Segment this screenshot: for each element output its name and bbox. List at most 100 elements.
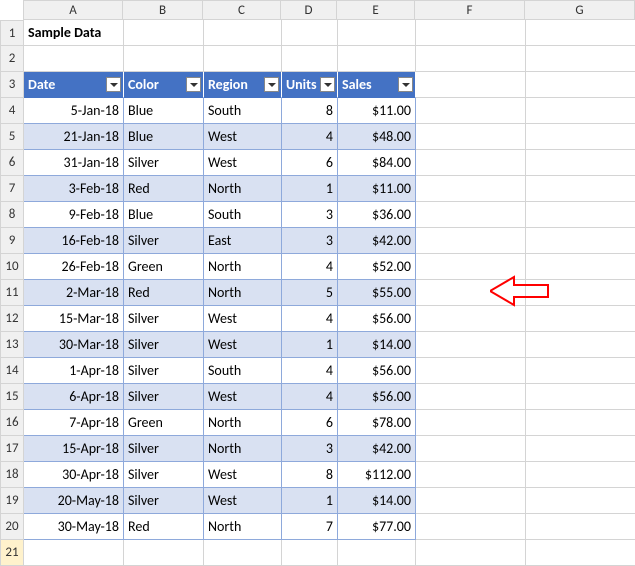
cell[interactable] — [526, 72, 635, 98]
table-cell[interactable]: West — [204, 462, 282, 488]
row-header[interactable]: 2 — [0, 46, 24, 72]
table-cell[interactable]: 1 — [282, 488, 338, 514]
cell[interactable] — [282, 540, 338, 566]
table-cell[interactable]: 5 — [282, 280, 338, 306]
row-header[interactable]: 5 — [0, 124, 24, 150]
table-cell[interactable]: $56.00 — [338, 306, 416, 332]
table-cell[interactable]: Red — [124, 280, 204, 306]
table-cell[interactable]: Silver — [124, 306, 204, 332]
row-header[interactable]: 18 — [0, 462, 24, 488]
row-header[interactable]: 6 — [0, 150, 24, 176]
table-cell[interactable]: 15-Mar-18 — [24, 306, 124, 332]
cell[interactable] — [416, 124, 526, 150]
table-cell[interactable]: Silver — [124, 332, 204, 358]
cell[interactable] — [526, 410, 635, 436]
table-cell[interactable]: East — [204, 228, 282, 254]
table-cell[interactable]: $36.00 — [338, 202, 416, 228]
table-cell[interactable]: $84.00 — [338, 150, 416, 176]
table-cell[interactable]: 1-Apr-18 — [24, 358, 124, 384]
cell[interactable] — [416, 306, 526, 332]
cell[interactable] — [526, 358, 635, 384]
filter-dropdown-icon[interactable] — [186, 77, 201, 92]
column-header-b[interactable]: B — [123, 0, 203, 20]
table-cell[interactable]: West — [204, 306, 282, 332]
table-cell[interactable]: $42.00 — [338, 436, 416, 462]
cell[interactable] — [204, 46, 282, 72]
table-cell[interactable]: Silver — [124, 150, 204, 176]
cell[interactable] — [416, 20, 526, 46]
table-cell[interactable]: West — [204, 150, 282, 176]
row-header[interactable]: 15 — [0, 384, 24, 410]
row-header[interactable]: 11 — [0, 280, 24, 306]
cell[interactable] — [416, 98, 526, 124]
cell[interactable] — [204, 20, 282, 46]
column-header-c[interactable]: C — [203, 0, 281, 20]
row-header[interactable]: 21 — [0, 540, 24, 566]
column-header-a[interactable]: A — [23, 0, 123, 20]
table-cell[interactable]: $52.00 — [338, 254, 416, 280]
table-header[interactable]: Sales — [338, 72, 416, 98]
cell[interactable] — [526, 228, 635, 254]
table-cell[interactable]: 31-Jan-18 — [24, 150, 124, 176]
table-cell[interactable]: Green — [124, 254, 204, 280]
table-cell[interactable]: Silver — [124, 436, 204, 462]
cell[interactable] — [338, 46, 416, 72]
cell[interactable] — [526, 514, 635, 540]
cell[interactable] — [526, 150, 635, 176]
cell[interactable] — [526, 540, 635, 566]
table-cell[interactable]: Blue — [124, 98, 204, 124]
table-cell[interactable]: 1 — [282, 176, 338, 202]
table-cell[interactable]: $48.00 — [338, 124, 416, 150]
table-cell[interactable]: 3 — [282, 228, 338, 254]
table-cell[interactable]: West — [204, 488, 282, 514]
table-cell[interactable]: 7-Apr-18 — [24, 410, 124, 436]
table-cell[interactable]: South — [204, 202, 282, 228]
row-header[interactable]: 20 — [0, 514, 24, 540]
table-cell[interactable]: Silver — [124, 462, 204, 488]
table-cell[interactable]: Blue — [124, 124, 204, 150]
table-cell[interactable]: 3-Feb-18 — [24, 176, 124, 202]
row-header[interactable]: 4 — [0, 98, 24, 124]
row-header[interactable]: 3 — [0, 72, 24, 98]
table-cell[interactable]: South — [204, 358, 282, 384]
column-header-d[interactable]: D — [281, 0, 337, 20]
cell[interactable] — [416, 202, 526, 228]
table-cell[interactable]: Red — [124, 176, 204, 202]
table-cell[interactable]: Blue — [124, 202, 204, 228]
cell[interactable] — [416, 514, 526, 540]
table-cell[interactable]: 6 — [282, 150, 338, 176]
cell[interactable] — [526, 124, 635, 150]
table-cell[interactable]: 8 — [282, 98, 338, 124]
cell[interactable] — [416, 228, 526, 254]
cell[interactable] — [416, 436, 526, 462]
table-cell[interactable]: 2-Mar-18 — [24, 280, 124, 306]
cell[interactable] — [338, 20, 416, 46]
row-header[interactable]: 14 — [0, 358, 24, 384]
table-cell[interactable]: $55.00 — [338, 280, 416, 306]
table-cell[interactable]: South — [204, 98, 282, 124]
table-cell[interactable]: $11.00 — [338, 98, 416, 124]
table-cell[interactable]: 30-Apr-18 — [24, 462, 124, 488]
table-cell[interactable]: 4 — [282, 358, 338, 384]
cell[interactable] — [282, 46, 338, 72]
cell[interactable] — [526, 462, 635, 488]
filter-dropdown-icon[interactable] — [398, 77, 413, 92]
table-cell[interactable]: 26-Feb-18 — [24, 254, 124, 280]
table-cell[interactable]: 8 — [282, 462, 338, 488]
cell[interactable] — [124, 46, 204, 72]
cell[interactable] — [526, 332, 635, 358]
table-cell[interactable]: North — [204, 514, 282, 540]
cell[interactable] — [338, 540, 416, 566]
table-cell[interactable]: 7 — [282, 514, 338, 540]
table-cell[interactable]: $11.00 — [338, 176, 416, 202]
row-header[interactable]: 8 — [0, 202, 24, 228]
cell[interactable] — [416, 72, 526, 98]
cell[interactable] — [204, 540, 282, 566]
table-cell[interactable]: 30-Mar-18 — [24, 332, 124, 358]
row-header[interactable]: 13 — [0, 332, 24, 358]
row-header[interactable]: 7 — [0, 176, 24, 202]
table-cell[interactable]: Silver — [124, 228, 204, 254]
cell[interactable] — [526, 306, 635, 332]
cell[interactable] — [24, 540, 124, 566]
cell[interactable] — [526, 202, 635, 228]
